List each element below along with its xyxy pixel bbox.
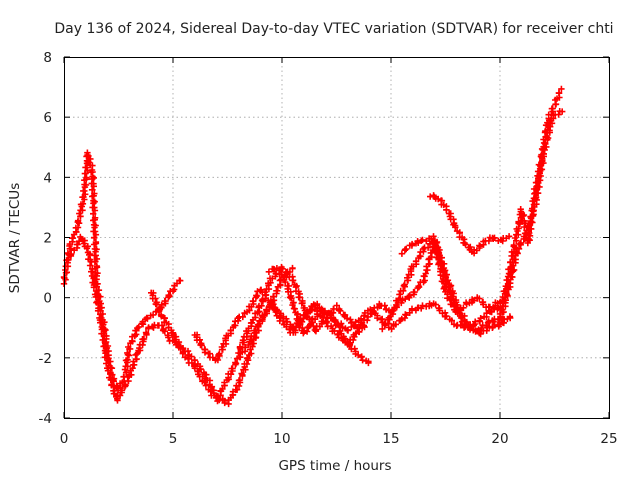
y-axis-label: SDTVAR / TECUs bbox=[7, 183, 23, 293]
x-tick-label: 10 bbox=[273, 431, 290, 447]
series-s5 bbox=[235, 241, 504, 357]
y-tick-labels: -4 -2 0 2 4 6 8 bbox=[39, 50, 52, 427]
series-s9-markers bbox=[496, 85, 565, 318]
ticks bbox=[63, 56, 610, 419]
x-axis-label: GPS time / hours bbox=[278, 458, 391, 474]
series-s7-markers bbox=[398, 233, 514, 338]
series-s11 bbox=[265, 265, 368, 348]
x-tick-labels: 0 5 10 15 20 25 bbox=[60, 431, 618, 447]
series-s9 bbox=[496, 85, 565, 318]
x-tick-label: 25 bbox=[600, 431, 617, 447]
series-s8 bbox=[427, 192, 513, 257]
y-tick-label: 0 bbox=[43, 291, 52, 307]
series-s4-markers bbox=[191, 286, 504, 364]
y-tick-label: -2 bbox=[39, 351, 52, 367]
y-tick-label: 6 bbox=[43, 110, 52, 126]
series-s1-markers bbox=[60, 149, 184, 394]
series-s10 bbox=[496, 108, 566, 327]
x-tick-label: 0 bbox=[60, 431, 69, 447]
series-s2-markers bbox=[65, 233, 296, 408]
series-s5-markers bbox=[235, 241, 504, 357]
y-tick-label: 8 bbox=[43, 50, 52, 66]
y-tick-label: 4 bbox=[43, 170, 52, 186]
series-s7 bbox=[398, 233, 514, 338]
chart-title: Day 136 of 2024, Sidereal Day-to-day VTE… bbox=[54, 21, 613, 37]
series-s2 bbox=[65, 233, 296, 408]
y-tick-label: 2 bbox=[43, 231, 52, 247]
x-tick-label: 15 bbox=[382, 431, 399, 447]
y-tick-label: -4 bbox=[39, 411, 52, 427]
x-tick-label: 20 bbox=[491, 431, 508, 447]
series-s10-markers bbox=[496, 108, 566, 327]
series-s1 bbox=[60, 149, 184, 394]
series-s11-markers bbox=[265, 265, 368, 348]
data-points bbox=[60, 85, 566, 408]
series-s8-markers bbox=[427, 192, 513, 257]
x-tick-label: 5 bbox=[169, 431, 178, 447]
series-s4 bbox=[191, 286, 504, 364]
